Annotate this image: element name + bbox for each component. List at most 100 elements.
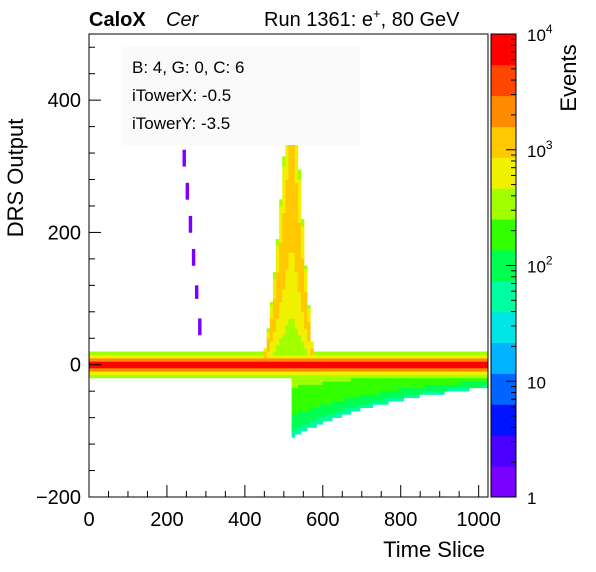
heatmap-cell xyxy=(391,368,395,372)
heatmap-cell xyxy=(406,374,411,379)
heatmap-cell xyxy=(294,305,299,309)
heatmap-cell xyxy=(194,371,199,375)
heatmap-cell xyxy=(285,166,289,170)
heatmap-cell xyxy=(332,368,336,372)
heatmap-cell xyxy=(120,361,124,366)
heatmap-cell xyxy=(444,374,448,379)
heatmap-cell xyxy=(341,411,345,415)
heatmap-cell xyxy=(141,358,146,362)
heatmap-cell xyxy=(431,377,436,382)
heatmap-cell xyxy=(294,205,299,210)
heatmap-cell xyxy=(294,311,299,316)
heatmap-cell xyxy=(388,391,392,395)
heatmap-cell xyxy=(141,374,146,379)
heatmap-cell xyxy=(353,358,358,362)
heatmap-cell xyxy=(182,364,186,369)
heatmap-cell xyxy=(141,354,146,359)
heatmap-cell xyxy=(291,334,296,339)
heatmap-cell xyxy=(282,361,286,366)
heatmap-cell xyxy=(382,391,386,395)
heatmap-cell xyxy=(300,222,305,227)
heatmap-cell xyxy=(484,358,489,362)
heatmap-cell xyxy=(484,364,489,369)
heatmap-cell xyxy=(304,368,308,372)
heatmap-cell xyxy=(422,387,426,392)
heatmap-cell xyxy=(357,391,361,395)
heatmap-cell xyxy=(291,222,296,227)
heatmap-cell xyxy=(347,381,352,385)
heatmap-cell xyxy=(297,358,302,362)
heatmap-cell xyxy=(297,394,302,399)
heatmap-cell xyxy=(382,368,386,372)
heatmap-cell xyxy=(316,404,320,409)
heatmap-cell xyxy=(406,391,411,395)
heatmap-cell xyxy=(294,377,299,382)
heatmap-cell xyxy=(319,377,324,382)
heatmap-cell xyxy=(344,364,349,369)
heatmap-cell xyxy=(294,166,299,170)
heatmap-cell xyxy=(369,384,373,389)
heatmap-cell xyxy=(382,394,386,399)
heatmap-cell xyxy=(360,384,364,389)
heatmap-cell xyxy=(431,361,436,366)
heatmap-cell xyxy=(101,354,105,359)
heatmap-cell xyxy=(276,325,280,329)
heatmap-cell xyxy=(279,209,283,213)
heatmap-cell xyxy=(391,351,395,356)
heatmap-cell xyxy=(272,368,277,372)
heatmap-cell xyxy=(226,351,230,356)
heatmap-cell xyxy=(241,358,246,362)
heatmap-cell xyxy=(297,172,302,177)
heatmap-cell xyxy=(322,377,327,382)
color-scale-segment xyxy=(491,188,516,220)
heatmap-cell xyxy=(472,354,476,359)
heatmap-cell xyxy=(110,374,115,379)
heatmap-cell xyxy=(307,325,311,329)
heatmap-cell xyxy=(347,391,352,395)
heatmap-cell xyxy=(288,189,292,194)
heatmap-cell xyxy=(325,381,330,385)
heatmap-cell xyxy=(132,351,137,356)
heatmap-cell xyxy=(347,387,352,392)
heatmap-cell xyxy=(279,328,283,332)
heatmap-cell xyxy=(285,202,289,207)
heatmap-cell xyxy=(232,374,236,379)
heatmap-cell xyxy=(294,222,299,227)
heatmap-cell xyxy=(297,242,302,246)
heatmap-cell xyxy=(394,387,398,392)
heatmap-cell xyxy=(397,377,402,382)
heatmap-cell xyxy=(201,361,205,366)
heatmap-cell xyxy=(297,291,302,296)
heatmap-cell xyxy=(304,268,308,273)
heatmap-cell xyxy=(372,371,377,375)
heatmap-cell xyxy=(285,232,289,237)
heatmap-cell xyxy=(272,374,277,379)
heatmap-cell xyxy=(129,374,133,379)
heatmap-cell xyxy=(285,245,289,250)
heatmap-cell xyxy=(400,381,405,385)
heatmap-cell xyxy=(291,192,296,197)
heatmap-cell xyxy=(216,368,221,372)
heatmap-cell xyxy=(378,351,383,356)
heatmap-cell xyxy=(276,361,280,366)
heatmap-cell xyxy=(307,321,311,326)
heatmap-cell xyxy=(335,364,339,369)
heatmap-cell xyxy=(291,368,296,372)
heatmap-cell xyxy=(329,417,333,422)
heatmap-cell xyxy=(291,199,296,203)
heatmap-cell xyxy=(316,420,320,425)
heatmap-cell xyxy=(300,377,305,382)
heatmap-cell xyxy=(166,351,171,356)
heatmap-cell xyxy=(394,351,398,356)
x-tick-label: 800 xyxy=(384,509,417,531)
heatmap-cell xyxy=(350,394,355,399)
heatmap-cell xyxy=(272,288,277,293)
heatmap-cell xyxy=(247,368,252,372)
heatmap-cell xyxy=(300,407,305,412)
heatmap-cell xyxy=(266,348,271,352)
heatmap-cell xyxy=(294,212,299,217)
heatmap-cell xyxy=(285,282,289,286)
heatmap-cell xyxy=(363,404,367,409)
heatmap-cell xyxy=(285,205,289,210)
heatmap-cell xyxy=(285,265,289,270)
